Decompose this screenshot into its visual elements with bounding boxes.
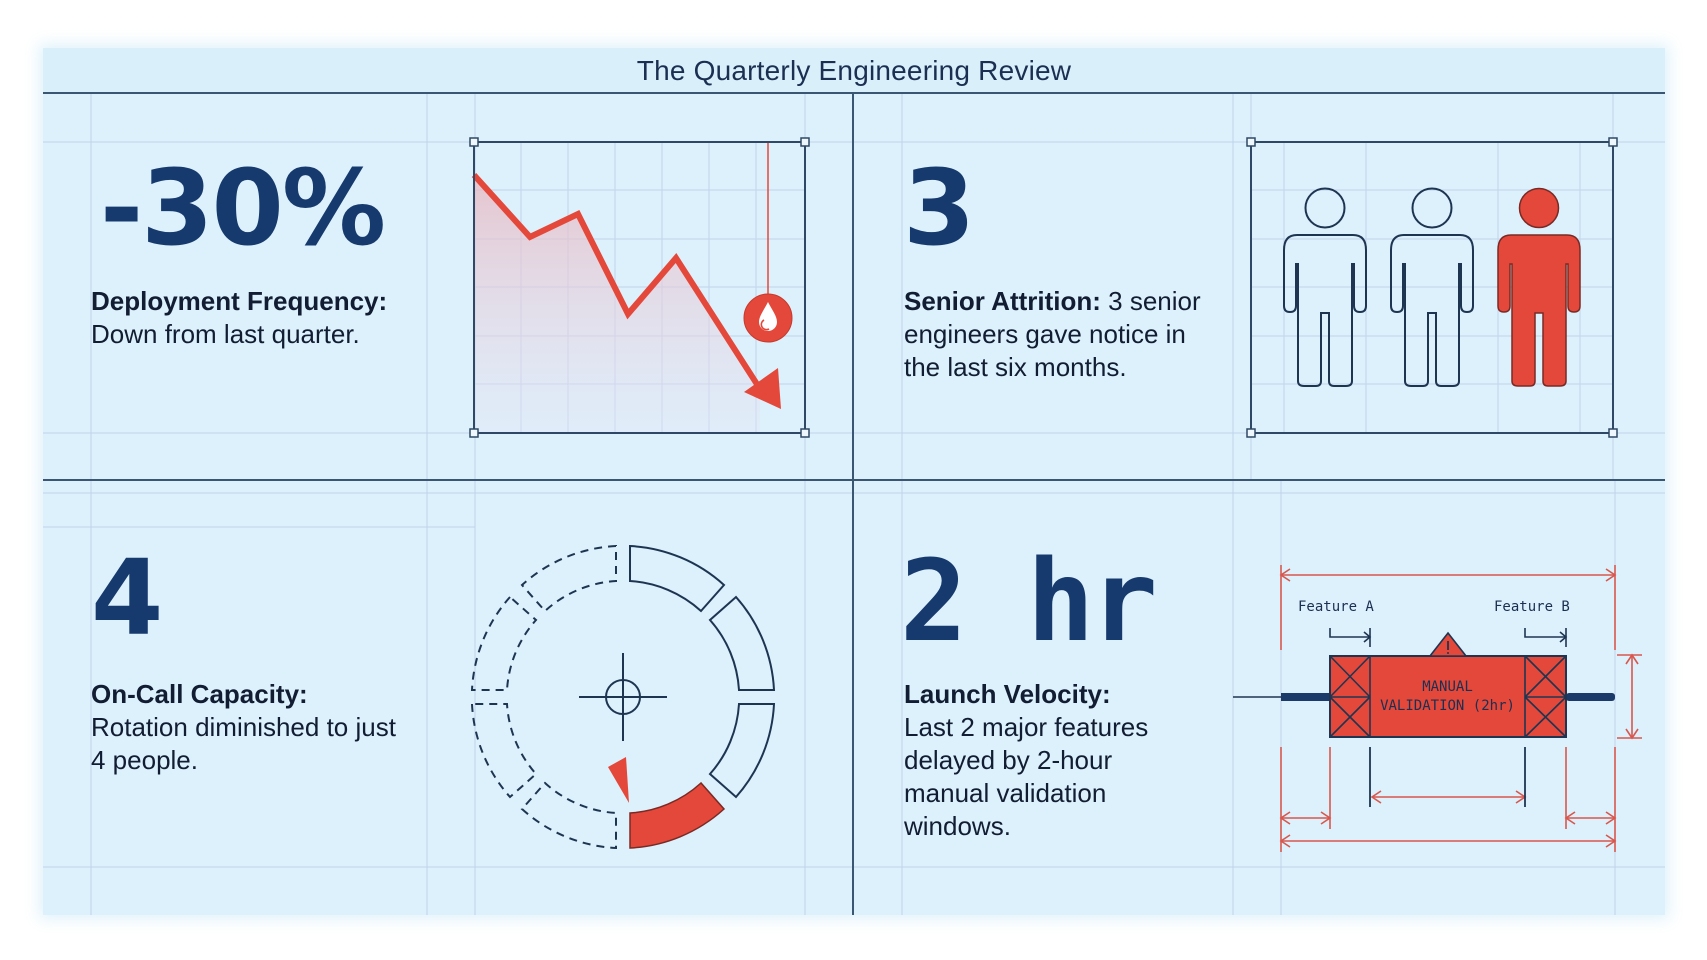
- oncall-description: On-Call Capacity: Rotation diminished to…: [91, 678, 401, 777]
- blocker-line-1: MANUAL: [1422, 679, 1473, 695]
- gauge-active-segment: [629, 781, 726, 849]
- feature-b-label: Feature B: [1494, 599, 1570, 615]
- person-icon: [1283, 187, 1367, 387]
- deployment-text: Down from last quarter.: [91, 319, 360, 349]
- attrition-description: Senior Attrition: 3 senior engineers gav…: [904, 285, 1204, 384]
- person-departed-icon: [1497, 187, 1581, 387]
- deployment-label: Deployment Frequency:: [91, 286, 388, 316]
- launch-description: Launch Velocity: Last 2 major features d…: [904, 678, 1194, 843]
- oncall-label: On-Call Capacity:: [91, 679, 308, 709]
- launch-metric: 2 hr: [900, 537, 1158, 667]
- drop-marker-icon: [743, 293, 793, 343]
- blocker-line-2: VALIDATION (2hr): [1380, 698, 1515, 714]
- person-icon: [1390, 187, 1474, 387]
- blocker-box-label: MANUAL VALIDATION (2hr): [1370, 678, 1525, 716]
- oncall-metric: 4: [91, 537, 164, 659]
- panel-dividers: [43, 92, 1665, 915]
- gauge-pointer-icon: [608, 757, 629, 803]
- warning-icon: [1428, 631, 1468, 657]
- page-title: The Quarterly Engineering Review: [636, 55, 1072, 86]
- launch-label: Launch Velocity:: [904, 679, 1111, 709]
- deployment-description: Deployment Frequency: Down from last qua…: [91, 285, 421, 351]
- attrition-metric: 3: [903, 147, 976, 269]
- header-band: [43, 48, 1665, 93]
- deployment-metric: -30%: [100, 147, 386, 269]
- crosshair-icon: [579, 653, 667, 741]
- attrition-label: Senior Attrition:: [904, 286, 1101, 316]
- deployment-line-chart: [469, 137, 810, 438]
- oncall-text: Rotation diminished to just 4 people.: [91, 712, 396, 775]
- attrition-people-figure: [1246, 137, 1618, 438]
- down-arrow-icon: [744, 368, 781, 409]
- oncall-ring-gauge: [470, 544, 776, 850]
- attrition-text: senior engineers gave notice in the last…: [904, 286, 1201, 382]
- feature-a-label: Feature A: [1298, 599, 1374, 615]
- launch-blocker-diagram: [1233, 565, 1642, 852]
- launch-text: Last 2 major features delayed by 2-hour …: [904, 712, 1149, 841]
- attrition-count-inline: 3: [1100, 286, 1123, 316]
